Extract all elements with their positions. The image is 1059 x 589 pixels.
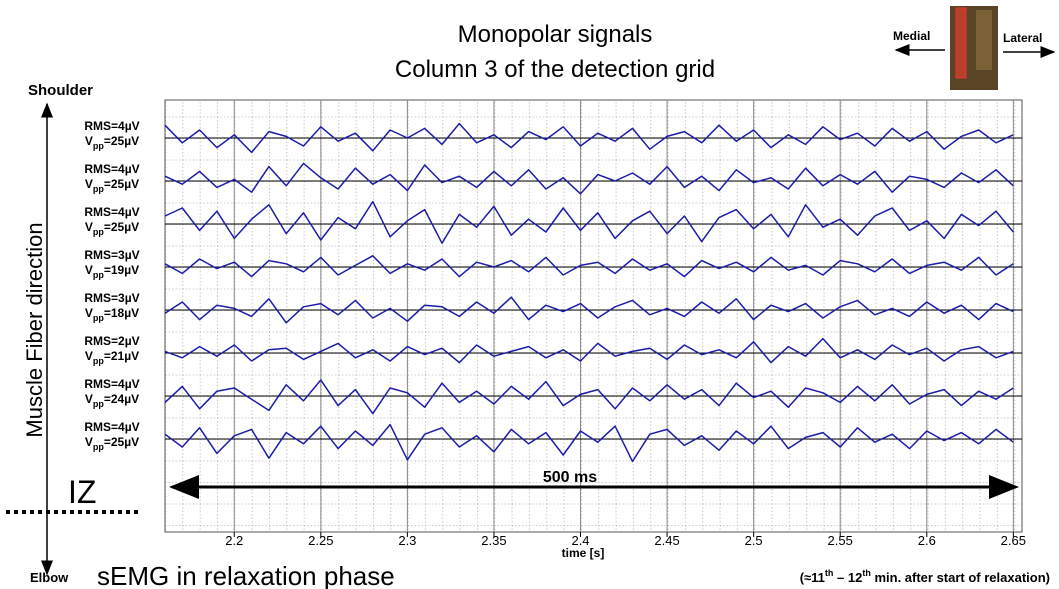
- vpp-label: Vpp=18µV: [85, 306, 139, 323]
- signal-trace: [164, 200, 1014, 244]
- vpp-sub: pp: [93, 184, 104, 194]
- note-sup: th: [825, 568, 834, 578]
- bottom-label: Elbow: [30, 570, 69, 585]
- signal-trace: [164, 379, 1014, 415]
- note: (≈11th – 12th min. after start of relaxa…: [800, 568, 1050, 585]
- rms-label: RMS=4µV: [84, 162, 139, 176]
- rms-label: RMS=4µV: [84, 119, 139, 133]
- x-tick-label: 2.55: [828, 533, 853, 548]
- vpp-part: V: [85, 435, 93, 449]
- plot-area: [164, 99, 1023, 533]
- rms-label: RMS=2µV: [84, 334, 139, 348]
- vpp-part: V: [85, 263, 93, 277]
- vpp-sub: pp: [93, 442, 104, 452]
- chart-subtitle: Column 3 of the detection grid: [395, 56, 715, 83]
- signal-trace: [164, 423, 1014, 463]
- x-tick-label: 2.3: [398, 533, 416, 548]
- x-tick-label: 2.2: [225, 533, 243, 548]
- top-label: Shoulder: [28, 82, 93, 99]
- caption: sEMG in relaxation phase: [97, 561, 395, 589]
- vpp-label: Vpp=25µV: [85, 134, 139, 151]
- vpp-part: V: [85, 349, 93, 363]
- vpp-part: =25µV: [104, 134, 139, 148]
- note-part: – 12: [833, 570, 862, 585]
- vpp-label: Vpp=25µV: [85, 220, 139, 237]
- signal-trace: [164, 337, 1014, 364]
- rms-label: RMS=4µV: [84, 377, 139, 391]
- chart-title: Monopolar signals: [458, 21, 653, 48]
- x-tick-label: 2.45: [654, 533, 679, 548]
- rms-label: RMS=4µV: [84, 420, 139, 434]
- vpp-label: Vpp=21µV: [85, 349, 139, 366]
- vpp-label: Vpp=25µV: [85, 177, 139, 194]
- x-tick-label: 2.65: [1001, 533, 1026, 548]
- note-sup: th: [862, 568, 871, 578]
- direction-label: Muscle Fiber direction: [22, 222, 47, 437]
- vpp-sub: pp: [93, 227, 104, 237]
- vpp-part: V: [85, 392, 93, 406]
- vpp-part: V: [85, 134, 93, 148]
- x-tick-label: 2.6: [918, 533, 936, 548]
- lateral-label: Lateral: [1003, 31, 1042, 45]
- vpp-sub: pp: [93, 270, 104, 280]
- vpp-part: =25µV: [104, 177, 139, 191]
- vpp-part: =21µV: [104, 349, 139, 363]
- medial-label: Medial: [893, 29, 930, 43]
- rms-label: RMS=3µV: [84, 248, 139, 262]
- x-tick-label: 2.35: [481, 533, 506, 548]
- vpp-label: Vpp=19µV: [85, 263, 139, 280]
- vpp-sub: pp: [93, 399, 104, 409]
- x-tick-label: 2.4: [571, 533, 589, 548]
- span-label: 500 ms: [543, 469, 597, 486]
- vpp-part: =24µV: [104, 392, 139, 406]
- note-part: (≈11: [800, 570, 825, 585]
- electrode-grid: [976, 10, 992, 70]
- vpp-part: =19µV: [104, 263, 139, 277]
- signal-trace: [164, 255, 1014, 278]
- vpp-label: Vpp=24µV: [85, 392, 139, 409]
- signal-trace: [164, 296, 1014, 324]
- x-tick-label: 2.5: [745, 533, 763, 548]
- note-part: min. after start of relaxation): [871, 570, 1050, 585]
- iz-label: IZ: [68, 474, 96, 510]
- vpp-sub: pp: [93, 356, 104, 366]
- vpp-sub: pp: [93, 313, 104, 323]
- signal-trace: [164, 122, 1014, 154]
- vpp-label: Vpp=25µV: [85, 435, 139, 452]
- vpp-part: V: [85, 220, 93, 234]
- vpp-part: V: [85, 177, 93, 191]
- electrode-column: [955, 7, 967, 79]
- rms-label: RMS=3µV: [84, 291, 139, 305]
- vpp-part: =25µV: [104, 435, 139, 449]
- vpp-part: =25µV: [104, 220, 139, 234]
- signal-trace: [164, 162, 1014, 195]
- vpp-part: =18µV: [104, 306, 139, 320]
- vpp-part: V: [85, 306, 93, 320]
- vpp-sub: pp: [93, 141, 104, 151]
- x-tick-label: 2.25: [308, 533, 333, 548]
- x-axis-label: time [s]: [562, 546, 605, 560]
- rms-label: RMS=4µV: [84, 205, 139, 219]
